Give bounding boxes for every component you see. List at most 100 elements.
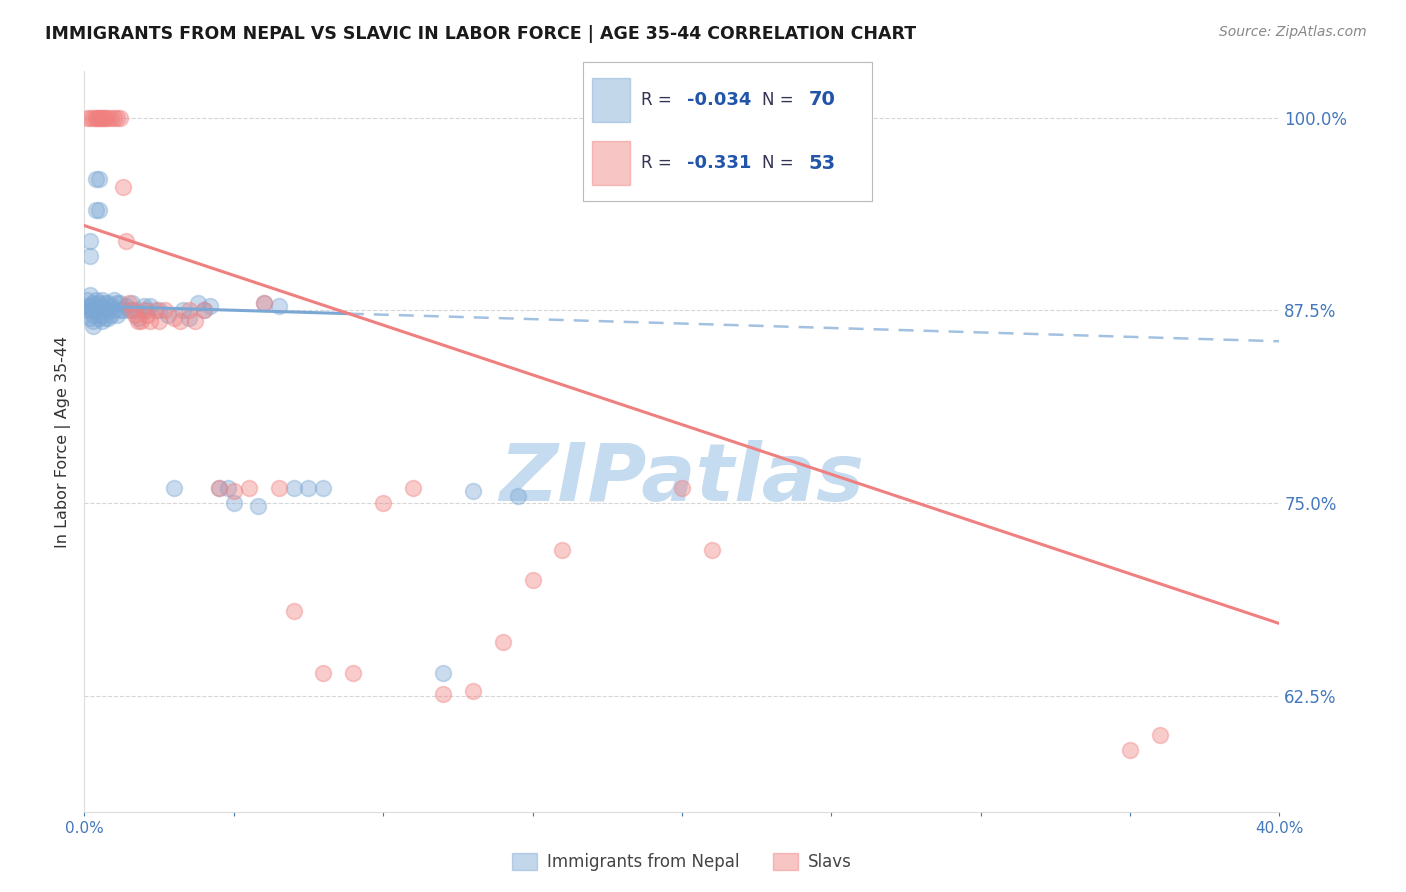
Point (136, 303, 159, 318)
Text: 53: 53 (808, 153, 835, 173)
Point (1119, 743, 1142, 757)
Point (103, 303, 125, 318)
Point (79, 303, 101, 318)
Point (100, 111, 122, 125)
Point (163, 481, 186, 495)
Point (105, 308, 128, 322)
Text: N =: N = (762, 154, 799, 172)
Point (86, 303, 108, 318)
Point (238, 481, 260, 495)
Point (89, 303, 111, 318)
Point (94, 303, 117, 318)
Point (89, 295, 111, 310)
Point (94, 111, 117, 125)
Point (177, 303, 200, 318)
Point (110, 111, 132, 125)
Point (198, 299, 221, 313)
Point (91, 111, 114, 125)
Text: Source: ZipAtlas.com: Source: ZipAtlas.com (1219, 25, 1367, 39)
Point (432, 688, 454, 702)
Y-axis label: In Labor Force | Age 35-44: In Labor Force | Age 35-44 (55, 335, 72, 548)
Point (217, 481, 239, 495)
Point (97, 303, 120, 318)
Point (79, 311, 101, 326)
Point (222, 483, 245, 498)
Point (118, 303, 141, 318)
Point (82, 303, 104, 318)
Point (124, 308, 146, 322)
Point (115, 299, 138, 313)
Point (312, 481, 335, 495)
Point (267, 299, 290, 313)
Point (94, 111, 117, 125)
Text: R =: R = (641, 91, 678, 109)
Point (127, 314, 149, 328)
Point (91, 293, 114, 307)
Point (86, 111, 108, 125)
Point (402, 481, 425, 495)
Point (124, 303, 146, 318)
Point (82, 295, 104, 310)
Text: ZIPatlas: ZIPatlas (499, 440, 865, 517)
Point (253, 295, 276, 310)
Point (79, 288, 101, 302)
Point (105, 111, 128, 125)
Point (82, 318, 104, 333)
Point (129, 314, 152, 328)
Point (76, 303, 98, 318)
Point (373, 496, 395, 510)
Point (246, 500, 269, 514)
Point (139, 314, 162, 328)
Point (94, 295, 117, 310)
Point (432, 665, 454, 680)
Point (342, 665, 364, 680)
Point (193, 303, 215, 318)
Point (79, 249, 101, 264)
Point (91, 111, 114, 125)
FancyBboxPatch shape (592, 141, 630, 186)
Point (700, 542, 723, 557)
Point (283, 481, 305, 495)
Text: -0.034: -0.034 (688, 91, 752, 109)
Point (461, 483, 484, 498)
Point (222, 496, 245, 510)
Point (551, 542, 574, 557)
Point (139, 299, 162, 313)
Point (82, 308, 104, 322)
Point (253, 295, 276, 310)
Point (115, 234, 138, 248)
Point (91, 299, 114, 313)
Point (187, 295, 209, 310)
Point (89, 111, 111, 125)
Point (82, 314, 104, 328)
Point (91, 314, 114, 328)
Point (76, 111, 98, 125)
Point (163, 311, 186, 326)
Point (148, 314, 170, 328)
Point (103, 293, 125, 307)
Point (79, 299, 101, 313)
Point (297, 481, 319, 495)
Point (118, 295, 141, 310)
Point (76, 299, 98, 313)
Text: IMMIGRANTS FROM NEPAL VS SLAVIC IN LABOR FORCE | AGE 35-44 CORRELATION CHART: IMMIGRANTS FROM NEPAL VS SLAVIC IN LABOR… (45, 25, 917, 43)
Point (86, 203, 108, 218)
Point (79, 234, 101, 248)
Point (97, 311, 120, 326)
Point (132, 299, 156, 313)
Text: N =: N = (762, 91, 799, 109)
Point (121, 295, 143, 310)
Point (76, 293, 98, 307)
Point (103, 111, 125, 125)
Point (110, 303, 132, 318)
Point (148, 303, 170, 318)
Point (153, 303, 176, 318)
Point (157, 308, 180, 322)
Point (82, 111, 104, 125)
Text: -0.331: -0.331 (688, 154, 752, 172)
Legend: Immigrants from Nepal, Slavs: Immigrants from Nepal, Slavs (505, 846, 859, 878)
Point (136, 308, 159, 322)
Point (172, 303, 194, 318)
Point (184, 314, 207, 328)
Point (506, 489, 529, 503)
